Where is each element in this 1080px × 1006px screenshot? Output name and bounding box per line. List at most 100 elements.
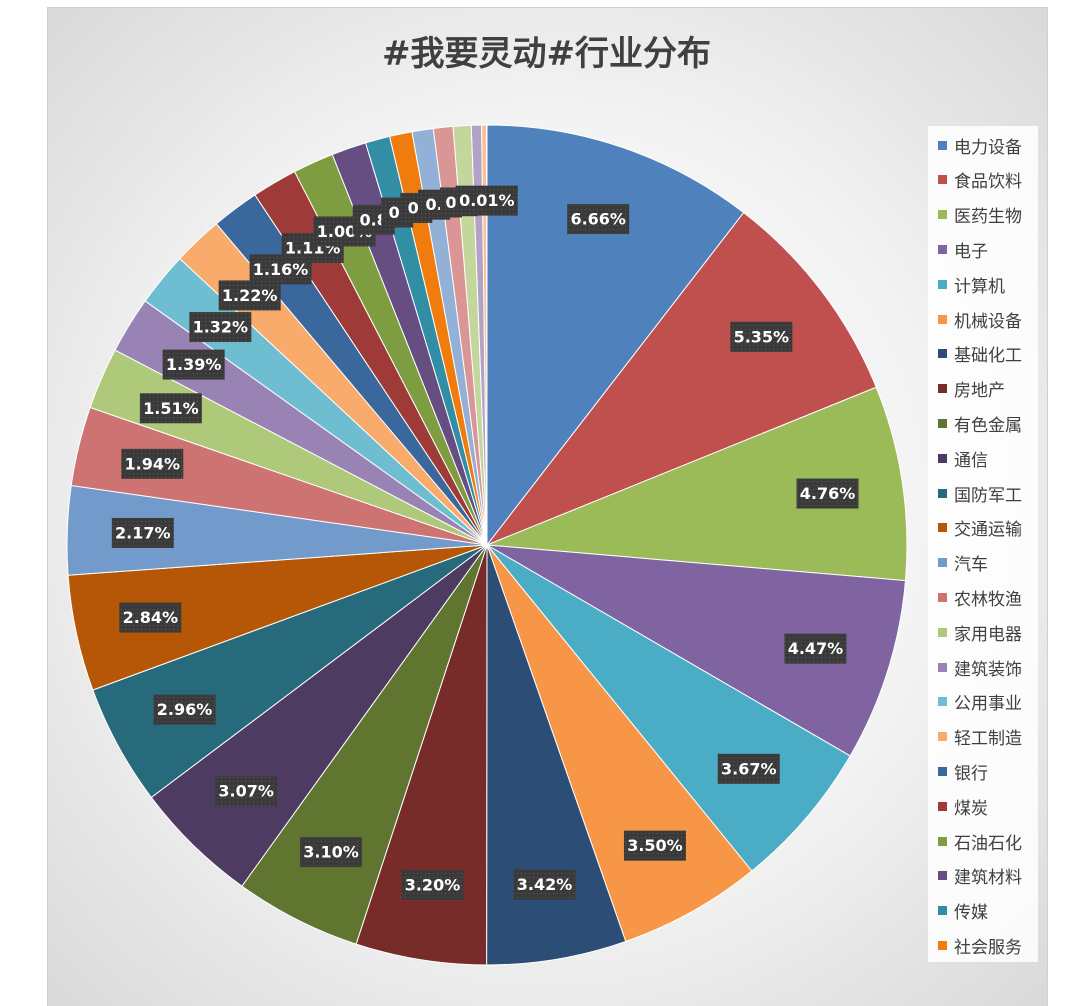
legend-label: 有色金属 (954, 411, 1022, 436)
legend-label: 医药生物 (954, 202, 1022, 227)
svg-text:1.94%: 1.94% (125, 454, 181, 473)
legend-item: 煤炭 (938, 789, 988, 823)
legend-label: 公用事业 (954, 689, 1022, 714)
legend-label: 房地产 (954, 376, 1005, 401)
legend-label: 轻工制造 (954, 724, 1022, 749)
legend-item: 轻工制造 (938, 720, 1022, 754)
data-label: 5.35% (730, 322, 792, 352)
svg-text:3.10%: 3.10% (303, 843, 359, 862)
data-label: 2.84% (119, 603, 181, 633)
svg-text:2.17%: 2.17% (115, 523, 171, 542)
legend-swatch (938, 767, 947, 776)
legend-item: 公用事业 (938, 685, 1022, 719)
legend-label: 汽车 (954, 550, 988, 575)
svg-text:1.32%: 1.32% (193, 318, 249, 337)
svg-text:0.01%: 0.01% (459, 191, 515, 210)
legend-item: 石油石化 (938, 824, 1022, 858)
data-label: 1.39% (163, 350, 225, 380)
legend-item: 社会服务 (938, 928, 1022, 962)
legend-label: 传媒 (954, 898, 988, 923)
legend-swatch (938, 906, 947, 915)
legend-swatch (938, 837, 947, 846)
legend-item: 建筑装饰 (938, 650, 1022, 684)
legend-swatch (938, 175, 947, 184)
data-label: 1.94% (121, 449, 183, 479)
legend-swatch (938, 628, 947, 637)
legend-swatch (938, 280, 947, 289)
legend-label: 基础化工 (954, 341, 1022, 366)
legend-item: 电力设备 (938, 128, 1022, 162)
legend-item: 农林牧渔 (938, 580, 1022, 614)
legend-swatch (938, 245, 947, 254)
data-label: 6.66% (567, 204, 629, 234)
svg-text:4.47%: 4.47% (788, 639, 844, 658)
data-label: 2.96% (154, 695, 216, 725)
legend-swatch (938, 419, 947, 428)
svg-text:3.67%: 3.67% (721, 759, 777, 778)
legend-label: 建筑装饰 (954, 655, 1022, 680)
data-label: 3.67% (718, 754, 780, 784)
data-label: 1.51% (140, 393, 202, 423)
data-label: 3.10% (300, 837, 362, 867)
legend-label: 社会服务 (954, 933, 1022, 958)
legend-label: 食品饮料 (954, 167, 1022, 192)
legend-item: 房地产 (938, 372, 1005, 406)
legend-swatch (938, 454, 947, 463)
legend-label: 农林牧渔 (954, 585, 1022, 610)
legend-label: 国防军工 (954, 481, 1022, 506)
legend-swatch (938, 558, 947, 567)
legend-swatch (938, 315, 947, 324)
legend: 电力设备食品饮料医药生物电子计算机机械设备基础化工房地产有色金属通信国防军工交通… (928, 126, 1038, 962)
legend-swatch (938, 802, 947, 811)
legend-swatch (938, 871, 947, 880)
svg-text:2.96%: 2.96% (157, 700, 213, 719)
svg-text:3.07%: 3.07% (218, 782, 274, 801)
legend-item: 计算机 (938, 267, 1005, 301)
legend-label: 通信 (954, 446, 988, 471)
legend-label: 家用电器 (954, 620, 1022, 645)
legend-swatch (938, 210, 947, 219)
svg-text:1.39%: 1.39% (166, 355, 222, 374)
data-label: 1.22% (219, 280, 281, 310)
legend-swatch (938, 663, 947, 672)
legend-item: 汽车 (938, 546, 988, 580)
legend-label: 电子 (954, 237, 988, 262)
legend-label: 建筑材料 (954, 863, 1022, 888)
legend-swatch (938, 732, 947, 741)
svg-text:0: 0 (445, 193, 456, 212)
legend-item: 建筑材料 (938, 859, 1022, 893)
data-label: 0.01% (456, 186, 518, 216)
legend-item: 银行 (938, 754, 988, 788)
legend-label: 煤炭 (954, 794, 988, 819)
svg-text:4.76%: 4.76% (800, 484, 856, 503)
legend-label: 机械设备 (954, 307, 1022, 332)
data-label: 4.76% (797, 479, 859, 509)
legend-item: 电子 (938, 232, 988, 266)
legend-item: 机械设备 (938, 302, 1022, 336)
data-label: 4.47% (784, 634, 846, 664)
legend-item: 家用电器 (938, 615, 1022, 649)
legend-item: 食品饮料 (938, 163, 1022, 197)
legend-item: 传媒 (938, 894, 988, 928)
svg-text:1.22%: 1.22% (222, 286, 278, 305)
legend-swatch (938, 489, 947, 498)
data-label: 3.42% (514, 870, 576, 900)
svg-text:3.42%: 3.42% (517, 875, 573, 894)
data-label: 3.50% (624, 831, 686, 861)
legend-label: 电力设备 (954, 133, 1022, 158)
legend-label: 石油石化 (954, 829, 1022, 854)
legend-item: 医药生物 (938, 198, 1022, 232)
legend-label: 计算机 (954, 272, 1005, 297)
legend-swatch (938, 697, 947, 706)
data-label: 2.17% (112, 518, 174, 548)
legend-label: 银行 (954, 759, 988, 784)
legend-item: 基础化工 (938, 337, 1022, 371)
svg-text:5.35%: 5.35% (734, 327, 790, 346)
legend-swatch (938, 384, 947, 393)
svg-text:6.66%: 6.66% (570, 210, 626, 229)
svg-text:1.51%: 1.51% (143, 399, 199, 418)
legend-swatch (938, 349, 947, 358)
data-label: 3.07% (215, 776, 277, 806)
svg-text:3.50%: 3.50% (627, 836, 683, 855)
